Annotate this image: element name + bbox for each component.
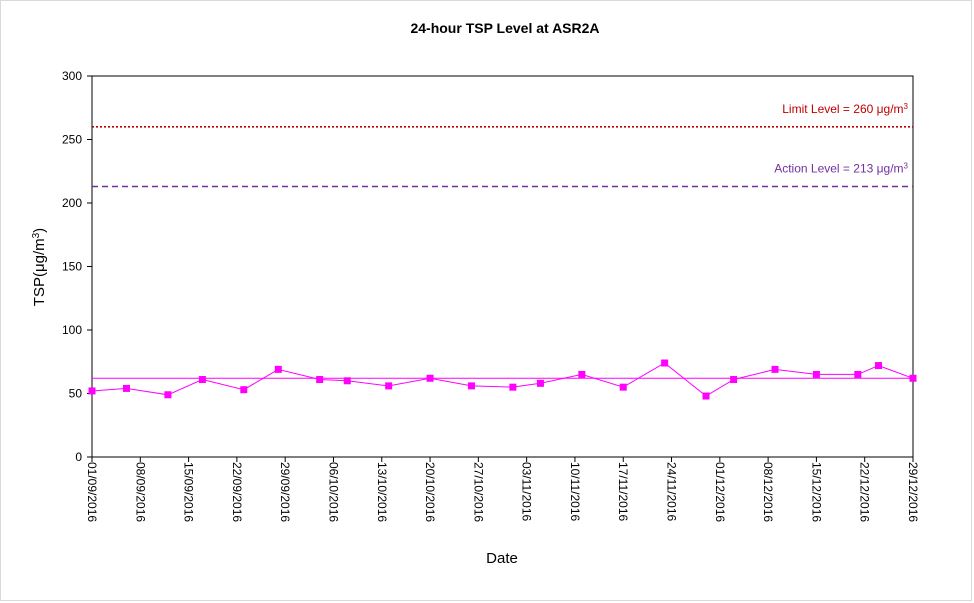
y-axis-title-sup: 3	[31, 232, 42, 238]
x-tick-label: 01/09/2016	[85, 462, 99, 522]
series-layer	[88, 359, 917, 400]
action_line-label: Action Level = 213 μg/m3	[774, 161, 908, 176]
y-tick-label: 50	[69, 387, 83, 401]
data-point	[240, 386, 248, 394]
limit_line-label: Limit Level = 260 μg/m3	[782, 101, 908, 116]
x-tick-label: 15/09/2016	[182, 462, 196, 522]
data-point	[702, 392, 710, 400]
data-point	[619, 383, 627, 391]
y-tick-label: 300	[62, 69, 82, 83]
x-tick-label: 13/10/2016	[375, 462, 389, 522]
data-point	[467, 382, 475, 390]
chart-title: 24-hour TSP Level at ASR2A	[410, 20, 599, 36]
data-point	[198, 376, 206, 384]
x-tick-label: 15/12/2016	[809, 462, 823, 522]
x-axis-title: Date	[486, 550, 518, 567]
x-tick-label: 03/11/2016	[520, 462, 534, 521]
action_line-label-sup: 3	[904, 161, 909, 170]
x-tick-label: 08/12/2016	[761, 462, 775, 522]
y-axis-title-close: )	[31, 228, 48, 233]
data-point	[316, 376, 324, 384]
data-point	[536, 379, 544, 387]
data-point	[661, 359, 669, 367]
x-tick-label: 29/12/2016	[906, 462, 920, 522]
x-tick-label: 22/09/2016	[230, 462, 244, 522]
data-point	[122, 384, 130, 392]
y-axis-title: TSP(μg/m3)	[31, 228, 49, 306]
x-tick-label: 27/10/2016	[471, 462, 485, 522]
x-tick-label: 29/09/2016	[278, 462, 292, 522]
y-tick-label: 250	[62, 133, 82, 147]
data-point	[730, 376, 738, 384]
data-point	[909, 374, 917, 382]
limit_line-label-prefix: Limit Level = 260	[782, 102, 876, 116]
action_line-label-prefix: Action Level = 213	[774, 161, 876, 175]
y-axis: 0 50 100 150 200 250 300	[62, 69, 92, 464]
x-tick-label: 17/11/2016	[616, 462, 630, 521]
x-tick-label: 01/12/2016	[713, 462, 727, 522]
x-tick-label: 24/11/2016	[665, 462, 679, 521]
data-point	[274, 365, 282, 373]
y-tick-label: 0	[75, 450, 82, 464]
y-tick-label: 100	[62, 323, 82, 337]
series-line	[91, 362, 914, 397]
action_line-label-unit: μg/m	[877, 161, 904, 175]
data-point	[509, 383, 517, 391]
x-axis: 01/09/2016 08/09/2016 15/09/2016 22/09/2016…	[85, 457, 920, 522]
data-point	[578, 370, 586, 378]
data-point	[164, 391, 172, 399]
y-tick-label: 150	[62, 260, 82, 274]
data-point	[812, 370, 820, 378]
data-point	[385, 382, 393, 390]
data-point	[854, 370, 862, 378]
x-tick-label: 08/09/2016	[133, 462, 147, 522]
data-point	[875, 362, 883, 370]
y-axis-title-main: TSP(μg/m	[31, 238, 48, 306]
x-tick-label: 20/10/2016	[423, 462, 437, 522]
x-tick-label: 06/10/2016	[326, 462, 340, 522]
plot-area	[91, 75, 914, 458]
x-tick-label: 22/12/2016	[858, 462, 872, 522]
limit_line-label-unit: μg/m	[877, 102, 904, 116]
limit_line-label-sup: 3	[904, 101, 909, 110]
y-tick-label: 200	[62, 196, 82, 210]
data-point	[426, 374, 434, 382]
data-point	[88, 387, 96, 395]
data-point	[343, 377, 351, 385]
x-tick-label: 10/11/2016	[568, 462, 582, 521]
data-point	[771, 365, 779, 373]
